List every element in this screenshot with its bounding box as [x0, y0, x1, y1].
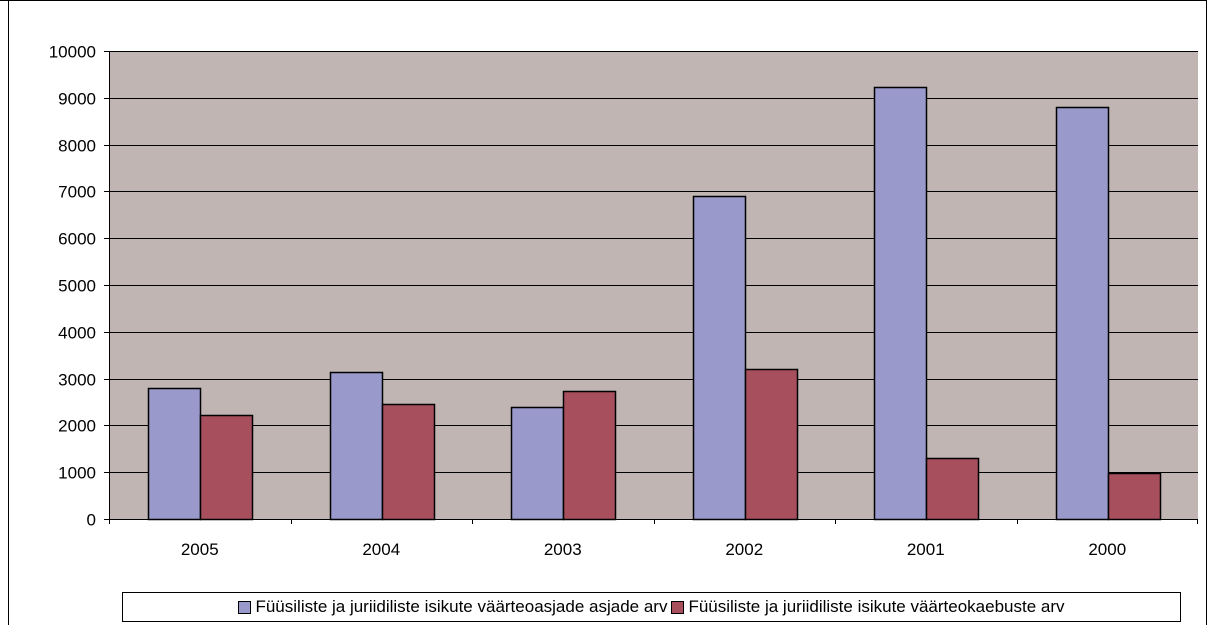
y-tick-label: 10000	[49, 43, 96, 62]
bar-series-2-2004	[381, 403, 436, 521]
bar-series-1-2004	[329, 371, 384, 521]
axes	[104, 51, 1198, 524]
y-tick-label: 1000	[58, 464, 96, 483]
legend-label-series-1: Füüsiliste ja juriidiliste isikute väärt…	[255, 597, 668, 616]
y-tick-label: 7000	[58, 183, 96, 202]
legend-item-series-2: Füüsiliste ja juriidiliste isikute väärt…	[671, 597, 1065, 617]
y-tick-label: 3000	[58, 371, 96, 390]
bar-series-1-2000	[1055, 106, 1110, 521]
y-tick-label: 2000	[58, 417, 96, 436]
bar-series-2-2000	[1107, 472, 1162, 521]
gridlines	[109, 51, 1198, 473]
legend-item-series-1: Füüsiliste ja juriidiliste isikute väärt…	[238, 597, 667, 617]
x-axis-tick-labels: 2005 2004 2003 2002 2001 2000	[181, 540, 1126, 559]
bar-series-2-2003	[562, 390, 617, 521]
legend-swatch-series-2	[671, 600, 685, 614]
y-tick-label: 5000	[58, 277, 96, 296]
x-tick-label: 2001	[907, 540, 945, 559]
x-tick-label: 2004	[362, 540, 400, 559]
bar-series-1-2005	[147, 387, 202, 521]
y-axis-tick-labels: 0 1000 2000 3000 4000 5000 6000 7000 8000 9000 100…	[49, 43, 96, 530]
bar-series-2-2002	[744, 368, 799, 521]
bar-series-1-2002	[692, 195, 747, 521]
y-tick-label: 0	[87, 511, 96, 530]
bar-series-1-2003	[510, 406, 565, 521]
bars	[147, 86, 1162, 521]
y-tick-label: 9000	[58, 90, 96, 109]
y-tick-label: 4000	[58, 324, 96, 343]
y-tick-label: 6000	[58, 230, 96, 249]
bar-series-1-2001	[873, 86, 928, 521]
legend: Füüsiliste ja juriidiliste isikute väärt…	[122, 592, 1181, 622]
x-tick-label: 2003	[544, 540, 582, 559]
legend-label-series-2: Füüsiliste ja juriidiliste isikute väärt…	[688, 597, 1065, 616]
x-tick-label: 2002	[725, 540, 763, 559]
y-tick-label: 8000	[58, 137, 96, 156]
x-tick-label: 2005	[181, 540, 219, 559]
bar-series-2-2005	[199, 414, 254, 521]
legend-swatch-series-1	[238, 600, 252, 614]
bar-series-2-2001	[925, 457, 980, 521]
x-tick-label: 2000	[1088, 540, 1126, 559]
